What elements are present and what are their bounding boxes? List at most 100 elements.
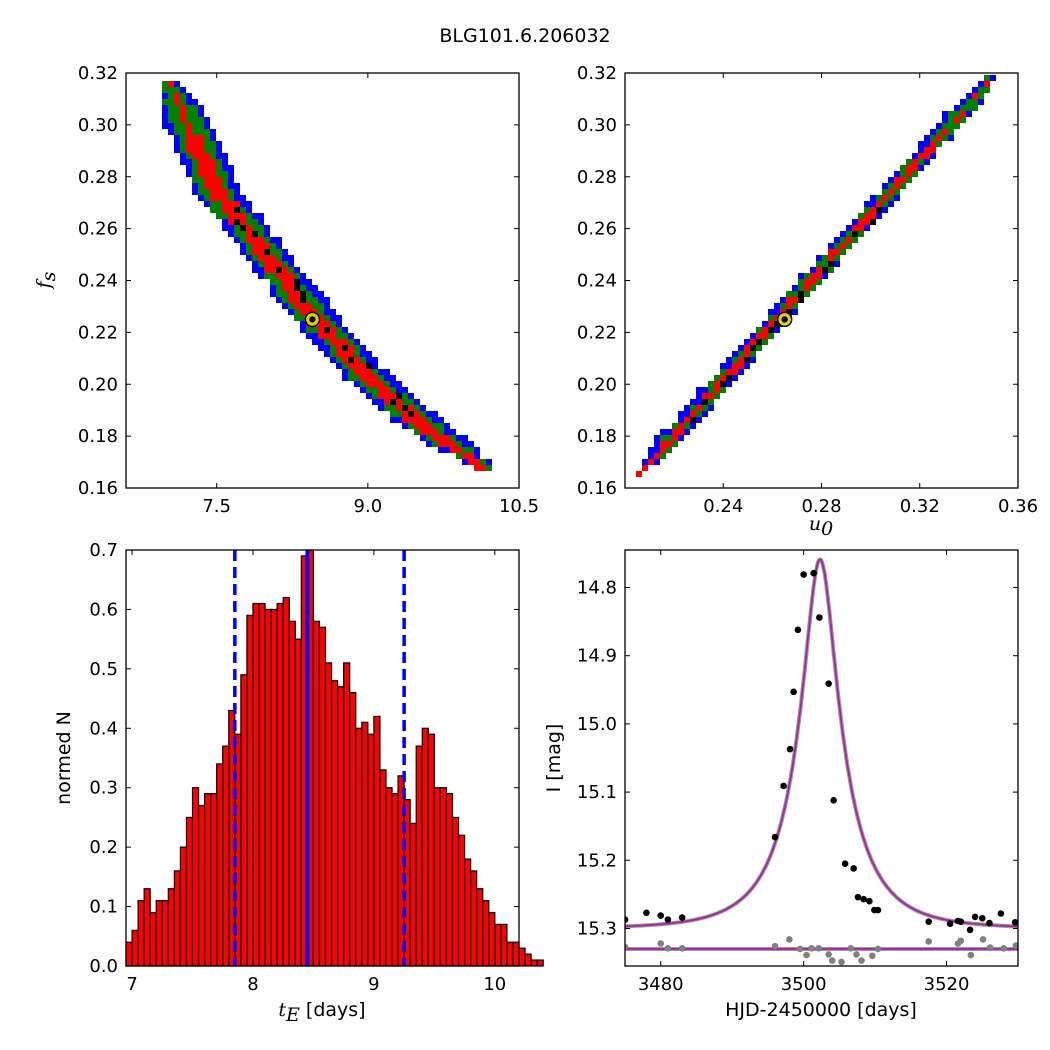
histogram-bar	[367, 733, 375, 967]
data-point-gray	[847, 944, 855, 952]
y-tick-label: 0.30	[577, 115, 617, 136]
x-tick-label: 3520	[924, 974, 970, 995]
density-cell-inner	[882, 195, 888, 201]
density-cell-core	[342, 345, 348, 351]
tE-histogram-panel: 7 8 9 10 0.0 0.1 0.2 0.3 0.4 0.5 0.6 0.7 normed N tE […	[53, 540, 544, 1026]
histogram-bar	[470, 870, 478, 967]
x-tick-label: 10.5	[499, 496, 539, 517]
histogram-bar	[216, 763, 224, 967]
density-cell-inner	[714, 387, 720, 393]
y-tick-label: 0.18	[577, 426, 617, 447]
x-axis-label: u0	[809, 513, 833, 540]
density-cell-inner	[828, 255, 834, 261]
density-cell-inner	[450, 447, 462, 453]
y-axis-label-main: f	[33, 278, 55, 290]
density-cell-core	[396, 393, 402, 399]
histogram-bar	[258, 602, 266, 967]
histogram-bar	[137, 900, 145, 967]
density-cell-inner	[198, 171, 216, 177]
histogram-bar	[524, 953, 532, 967]
density-cell-core	[750, 345, 756, 351]
x-tick-label: 10	[483, 974, 506, 995]
density-cell-inner	[174, 93, 180, 99]
histogram-bar	[125, 941, 133, 967]
data-point-black	[966, 926, 974, 934]
y-tick-label: 15.0	[577, 714, 617, 735]
data-point-black	[854, 893, 862, 901]
density-cell-core	[276, 267, 282, 273]
y-tick-label: 0.24	[78, 271, 118, 292]
data-point-gray	[874, 945, 882, 953]
density-cell-core	[234, 219, 240, 225]
data-point-black	[971, 913, 979, 921]
density-cell-core	[324, 327, 330, 333]
density-cell-inner	[702, 393, 714, 399]
histogram-bar	[204, 793, 212, 967]
density-cell-inner	[912, 159, 918, 165]
density-cell-inner	[186, 135, 204, 141]
density-cell-inner	[774, 315, 780, 321]
data-point-gray	[664, 944, 672, 952]
density-cell-core	[876, 207, 882, 213]
data-point-black	[841, 860, 849, 868]
density-cell-inner	[672, 429, 684, 435]
data-point-black	[786, 745, 794, 753]
histogram-bar	[318, 626, 327, 967]
data-point-black	[678, 914, 686, 921]
density-cell-inner	[642, 465, 648, 471]
density-cell-core	[744, 357, 750, 363]
histogram-bar	[149, 911, 157, 967]
y-tick-label: 0.16	[577, 478, 617, 499]
y-tick-label: 0.4	[89, 718, 118, 739]
density-cell-inner	[180, 117, 186, 123]
data-point-black	[1011, 919, 1018, 926]
density-cell-inner	[696, 405, 702, 411]
density-cell-inner	[186, 141, 204, 147]
x-tick-label: 0.24	[703, 496, 743, 517]
density-cell-core	[390, 399, 396, 405]
histogram-bar	[294, 638, 302, 967]
density-cell-inner	[672, 435, 678, 441]
density-cell-inner	[258, 255, 276, 261]
histogram-bar	[385, 787, 393, 967]
histogram-bar	[445, 793, 454, 967]
data-point-gray	[967, 951, 975, 959]
x-tick-label: 0.32	[900, 496, 940, 517]
density-cell-inner	[420, 429, 438, 435]
data-point-gray	[771, 942, 779, 950]
histogram-bar	[173, 870, 182, 967]
histogram-bar	[518, 947, 526, 967]
histogram-bar	[439, 787, 448, 967]
density-cell-middle	[162, 87, 180, 93]
density-cell-inner	[462, 453, 474, 459]
density-cell-inner	[756, 333, 768, 339]
data-point-black	[810, 569, 817, 577]
data-point-gray	[678, 944, 686, 952]
density-cell-inner	[222, 207, 240, 213]
data-point-black	[860, 895, 867, 903]
histogram-bar	[494, 923, 502, 967]
density-cell-inner	[198, 159, 216, 165]
data-point-black	[874, 906, 882, 914]
density-cell-inner	[726, 369, 738, 375]
data-point-gray	[868, 952, 876, 960]
data-point-black	[643, 909, 650, 917]
histogram-bar	[415, 745, 423, 967]
density-cell-inner	[906, 165, 918, 171]
y-tick-label: 0.24	[577, 271, 617, 292]
data-point-gray	[786, 936, 793, 943]
y-tick-label: 0.28	[78, 167, 118, 188]
density-cell-inner	[168, 81, 174, 87]
density-cell-inner	[294, 303, 312, 309]
x-tick-label: 9.0	[354, 496, 383, 517]
histogram-bar	[282, 596, 290, 967]
density-cell-inner	[744, 351, 750, 357]
histogram-bar	[409, 822, 417, 967]
density-cell-inner	[858, 219, 870, 225]
x-tick-label: 7	[126, 974, 137, 995]
density-cell-inner	[852, 225, 864, 231]
x-tick-label: 3480	[638, 974, 684, 995]
density-cell-core	[300, 291, 306, 297]
histogram-bar	[155, 900, 163, 967]
